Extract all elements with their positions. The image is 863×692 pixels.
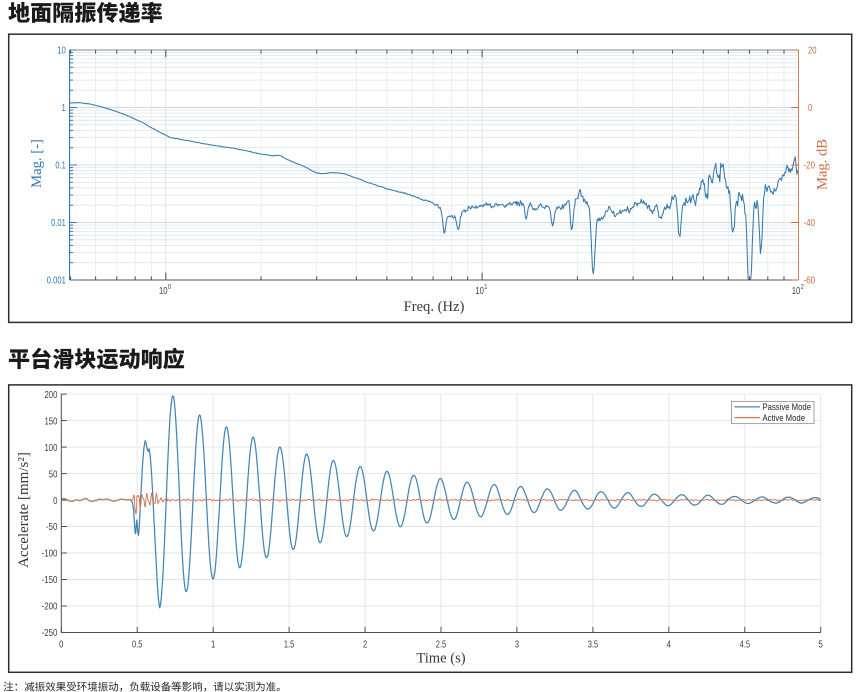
svg-text:Freq. (Hz): Freq. (Hz) (404, 299, 465, 315)
svg-text:Accelerate [mm/s²]: Accelerate [mm/s²] (16, 452, 32, 568)
svg-text:-20: -20 (804, 161, 816, 172)
svg-text:10: 10 (792, 286, 801, 297)
svg-text:0: 0 (59, 639, 63, 650)
svg-text:20: 20 (808, 46, 817, 57)
svg-text:0: 0 (168, 282, 171, 291)
svg-text:Mag. dB: Mag. dB (815, 139, 831, 190)
svg-text:0.1: 0.1 (55, 161, 66, 172)
svg-text:10: 10 (159, 286, 168, 297)
svg-text:1.5: 1.5 (284, 639, 295, 650)
svg-text:0: 0 (808, 103, 812, 114)
svg-text:0.01: 0.01 (51, 218, 66, 229)
svg-text:Active Mode: Active Mode (763, 413, 806, 423)
svg-text:Passive Mode: Passive Mode (763, 402, 812, 412)
svg-text:10: 10 (475, 286, 484, 297)
svg-text:5: 5 (819, 639, 823, 650)
svg-text:150: 150 (45, 416, 58, 427)
svg-text:3: 3 (515, 639, 519, 650)
svg-text:100: 100 (45, 443, 58, 454)
svg-text:1: 1 (211, 639, 215, 650)
svg-text:-250: -250 (42, 628, 58, 639)
svg-text:0.5: 0.5 (132, 639, 143, 650)
svg-text:-100: -100 (42, 549, 58, 560)
svg-text:1: 1 (62, 103, 66, 114)
svg-text:-150: -150 (42, 575, 58, 586)
svg-text:2.5: 2.5 (436, 639, 447, 650)
svg-text:-200: -200 (42, 602, 58, 613)
svg-text:200: 200 (45, 390, 58, 401)
svg-text:Time (s): Time (s) (416, 651, 465, 667)
svg-text:-50: -50 (46, 522, 58, 533)
svg-text:10: 10 (57, 46, 66, 57)
svg-text:0: 0 (53, 496, 57, 507)
svg-text:2: 2 (363, 639, 367, 650)
svg-text:4: 4 (667, 639, 671, 650)
svg-text:-40: -40 (804, 218, 816, 229)
svg-text:Mag. [-]: Mag. [-] (29, 139, 45, 188)
svg-text:50: 50 (49, 469, 58, 480)
svg-text:-60: -60 (804, 276, 816, 287)
svg-text:4.5: 4.5 (740, 639, 751, 650)
svg-text:3.5: 3.5 (588, 639, 599, 650)
svg-text:0.001: 0.001 (47, 276, 66, 287)
svg-text:1: 1 (484, 282, 487, 291)
svg-text:2: 2 (801, 282, 804, 291)
